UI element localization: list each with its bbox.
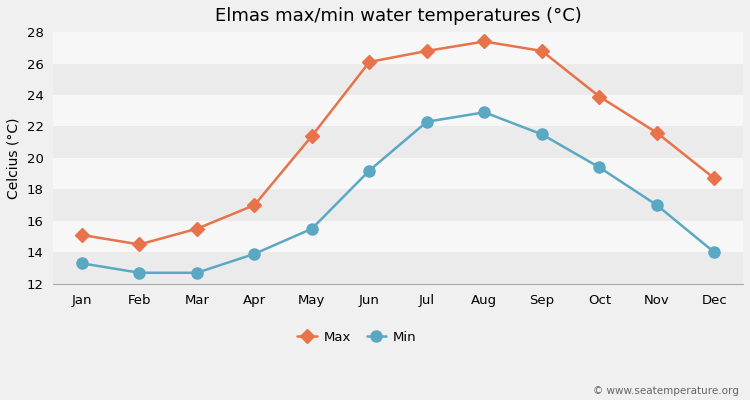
Max [710, 176, 718, 181]
Y-axis label: Celcius (°C): Celcius (°C) [7, 117, 21, 199]
Line: Min: Min [76, 107, 720, 278]
Min [135, 270, 144, 275]
Max [135, 242, 144, 247]
Bar [53, 158, 743, 189]
Min [422, 119, 431, 124]
Max [250, 203, 259, 208]
Legend: Max, Min: Max, Min [292, 326, 422, 349]
Max [537, 48, 546, 53]
Bar [53, 95, 743, 126]
Min [365, 168, 374, 173]
Max [480, 39, 489, 44]
Min [250, 252, 259, 256]
Max [77, 233, 86, 238]
Min [595, 165, 604, 170]
Title: Elmas max/min water temperatures (°C): Elmas max/min water temperatures (°C) [214, 7, 581, 25]
Bar [53, 252, 743, 284]
Min [652, 203, 662, 208]
Min [193, 270, 202, 275]
Max [365, 60, 374, 64]
Bar [53, 126, 743, 158]
Bar [53, 189, 743, 221]
Line: Max: Max [77, 37, 719, 249]
Min [537, 132, 546, 137]
Min [308, 226, 316, 231]
Min [710, 250, 718, 255]
Max [595, 94, 604, 99]
Max [422, 48, 431, 53]
Text: © www.seatemperature.org: © www.seatemperature.org [592, 386, 739, 396]
Max [193, 226, 202, 231]
Min [77, 261, 86, 266]
Max [308, 134, 316, 138]
Min [480, 110, 489, 115]
Bar [53, 221, 743, 252]
Max [652, 130, 662, 135]
Bar [53, 32, 743, 64]
Bar [53, 64, 743, 95]
